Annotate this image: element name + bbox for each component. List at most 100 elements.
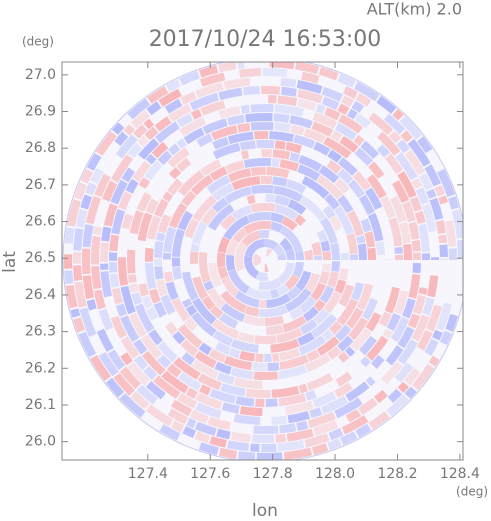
- radar-cell: [259, 229, 270, 239]
- radar-cell: [231, 205, 253, 221]
- radar-cell: [341, 415, 369, 435]
- radar-cell: [100, 263, 109, 270]
- radar-cell: [207, 416, 231, 431]
- radar-cell: [407, 138, 431, 167]
- radar-cell: [445, 313, 458, 332]
- radar-cell: [376, 144, 391, 158]
- radar-cell: [201, 207, 217, 225]
- radar-cell: [346, 233, 358, 255]
- radar-cell: [287, 199, 307, 215]
- radar-cell: [269, 62, 295, 70]
- radar-cell: [313, 308, 330, 325]
- radar-cell: [427, 275, 439, 298]
- radar-cell: [133, 339, 148, 355]
- radar-cell: [303, 306, 319, 322]
- radar-cell: [200, 159, 222, 177]
- radar-cell: [137, 212, 153, 242]
- radar-cell: [194, 421, 217, 436]
- radar-cell: [190, 243, 200, 252]
- radar-cell: [368, 161, 385, 179]
- radar-cell: [253, 425, 279, 434]
- radar-cell: [265, 248, 273, 257]
- radar-cell: [167, 178, 183, 195]
- radar-cell: [281, 216, 298, 231]
- radar-cell: [109, 234, 119, 252]
- x-tick-label: 128.0: [315, 466, 355, 482]
- radar-cell: [250, 103, 274, 113]
- radar-cell: [285, 288, 312, 312]
- radar-cell: [270, 212, 285, 224]
- radar-cell: [98, 352, 119, 377]
- radar-cell: [81, 248, 91, 275]
- radar-cell: [381, 361, 403, 385]
- radar-cell: [192, 195, 217, 222]
- radar-cell: [285, 248, 296, 260]
- radar-cell: [299, 195, 327, 222]
- radar-cell: [266, 167, 290, 178]
- radar-cell: [118, 191, 132, 211]
- radar-cell: [253, 253, 262, 267]
- radar-cell: [279, 354, 309, 370]
- radar-cell: [365, 187, 383, 210]
- radar-cell: [275, 433, 286, 443]
- radar-cell: [67, 199, 82, 227]
- radar-cell: [415, 187, 430, 205]
- radar-cell: [177, 210, 193, 231]
- radar-cell: [439, 244, 448, 257]
- radar-cell: [408, 274, 421, 299]
- radar-cell: [250, 122, 274, 131]
- radar-cell: [235, 241, 248, 255]
- radar-cell: [117, 257, 129, 286]
- radar-cell: [70, 308, 81, 318]
- radar-cell: [119, 366, 141, 390]
- radar-cell: [279, 225, 303, 253]
- radar-cell: [434, 184, 446, 197]
- radar-cell: [138, 177, 151, 189]
- radar-cell: [390, 195, 407, 223]
- radar-cell: [197, 373, 222, 391]
- radar-cell: [392, 109, 404, 121]
- radar-cell: [241, 150, 249, 160]
- radar-cell: [138, 283, 149, 297]
- radar-cell: [109, 262, 118, 273]
- radar-cell: [155, 232, 166, 242]
- radar-cell: [284, 274, 300, 291]
- radar-cell: [374, 389, 388, 404]
- radar-cell: [214, 361, 232, 375]
- radar-cell: [319, 285, 335, 304]
- y-tick-label: 26.7: [25, 177, 56, 193]
- radar-cell: [298, 335, 326, 356]
- radar-cell: [217, 266, 229, 279]
- radar-cell: [312, 443, 329, 455]
- radar-cell: [266, 324, 284, 335]
- radar-cell: [396, 139, 410, 154]
- radar-cell: [136, 192, 152, 212]
- radar-cell: [220, 214, 236, 230]
- radar-cell: [313, 255, 322, 260]
- radar-cell: [273, 185, 304, 203]
- radar-cell: [165, 281, 179, 301]
- radar-cell: [323, 291, 342, 314]
- radar-cell: [231, 176, 261, 191]
- radar-cell: [429, 197, 444, 221]
- radar-cell: [141, 295, 153, 309]
- radar-cell: [224, 186, 252, 204]
- radar-cell: [129, 312, 147, 338]
- radar-cell: [355, 93, 372, 107]
- radar-cell: [448, 248, 457, 260]
- radar-cell: [244, 255, 259, 279]
- radar-cell: [234, 290, 260, 308]
- radar-cell: [207, 287, 226, 309]
- radar-cell: [133, 355, 149, 371]
- radar-cell: [199, 384, 212, 396]
- radar-cell: [358, 194, 375, 215]
- radar-cell: [337, 194, 354, 214]
- y-tick-label: 26.6: [25, 214, 56, 230]
- radar-cell: [375, 241, 385, 256]
- y-tick-label: 26.5: [25, 250, 56, 266]
- radar-cell: [358, 397, 378, 415]
- radar-cell: [212, 183, 234, 201]
- radar-cell: [305, 272, 320, 293]
- y-tick-label: 26.3: [25, 324, 56, 340]
